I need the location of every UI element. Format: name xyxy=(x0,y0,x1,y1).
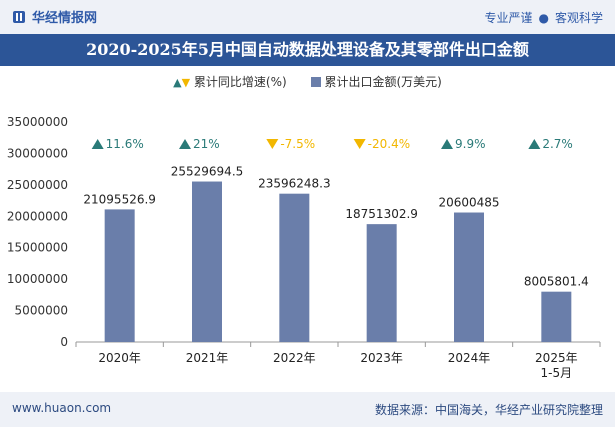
brand-logo-icon xyxy=(13,11,25,23)
x-tick-label: 2020年 xyxy=(98,351,141,365)
legend-amount-label: 累计出口金额(万美元) xyxy=(324,75,442,89)
title-bar: 2020-2025年5月中国自动数据处理设备及其零部件出口金额 xyxy=(0,34,615,66)
y-tick-label: 25000000 xyxy=(7,178,68,192)
x-tick-label: 2022年 xyxy=(273,351,316,365)
brand-name: 华经情报网 xyxy=(32,11,98,26)
legend: ▲▼ 累计同比增速(%) 累计出口金额(万美元) xyxy=(0,73,615,93)
tag-1: 专业严谨 xyxy=(484,11,533,25)
growth-value-label: -7.5% xyxy=(280,137,315,151)
growth-up-marker xyxy=(441,139,453,149)
legend-bar-swatch xyxy=(310,77,321,87)
growth-up-marker xyxy=(179,139,191,149)
growth-value-label: 21% xyxy=(193,137,220,151)
bar xyxy=(541,291,572,342)
tag-2: 客观科学 xyxy=(554,11,603,25)
bar-value-label: 21095526.9 xyxy=(83,192,156,206)
y-tick-label: 10000000 xyxy=(7,272,68,286)
top-banner: 华经情报网 专业严谨 ● 客观科学 xyxy=(0,0,615,34)
bar xyxy=(279,193,310,342)
y-tick-label: 5000000 xyxy=(15,304,68,318)
growth-up-marker xyxy=(91,139,104,149)
y-tick-label: 15000000 xyxy=(7,241,68,255)
x-tick-label: 2024年 xyxy=(448,351,491,365)
growth-value-label: 11.6% xyxy=(106,137,144,151)
y-tick-label: 20000000 xyxy=(7,209,68,223)
chart-title: 2020-2025年5月中国自动数据处理设备及其零部件出口金额 xyxy=(86,40,529,59)
legend-growth-label: 累计同比增速(%) xyxy=(193,75,287,89)
down-triangle-icon: ▼ xyxy=(181,76,191,89)
bar xyxy=(366,224,397,342)
y-tick-label: 30000000 xyxy=(7,146,68,160)
y-tick-label: 35000000 xyxy=(7,115,68,129)
bar-value-label: 23596248.3 xyxy=(258,177,331,191)
bar xyxy=(104,209,135,342)
footer-source: 数据来源：中国海关，华经产业研究院整理 xyxy=(374,403,603,417)
bar-value-label: 20600485 xyxy=(438,196,499,210)
bar-value-label: 8005801.4 xyxy=(524,275,589,289)
y-tick-label: 0 xyxy=(60,335,68,349)
up-triangle-icon: ▲ xyxy=(173,76,182,89)
growth-value-label: 2.7% xyxy=(542,137,573,151)
bar-chart: 0 5000000 10000000 15000000 20000000 25000000… xyxy=(7,115,601,380)
bar-value-label: 18751302.9 xyxy=(345,207,418,221)
bar-value-label: 25529694.5 xyxy=(171,165,244,179)
header-tags: 专业严谨 ● 客观科学 xyxy=(484,9,603,26)
dot-separator-icon: ● xyxy=(538,11,549,25)
x-tick-label: 2025年 1-5月 xyxy=(535,351,578,380)
bar xyxy=(192,181,222,342)
bar xyxy=(454,212,484,342)
brand: 华经情报网 xyxy=(12,7,97,26)
growth-up-marker xyxy=(528,139,541,149)
growth-down-marker xyxy=(266,139,279,149)
growth-value-label: 9.9% xyxy=(455,137,486,151)
growth-value-label: -20.4% xyxy=(368,137,410,151)
x-tick-label: 2023年 xyxy=(360,351,403,365)
footer-site: www.huaon.com xyxy=(12,401,112,415)
legend-amount: 累计出口金额(万美元) xyxy=(310,73,442,90)
x-tick-label: 2021年 xyxy=(186,351,229,365)
footer: www.huaon.com 数据来源：中国海关，华经产业研究院整理 xyxy=(0,392,615,427)
growth-down-marker xyxy=(353,139,366,149)
legend-growth: ▲▼ 累计同比增速(%) xyxy=(173,73,287,90)
